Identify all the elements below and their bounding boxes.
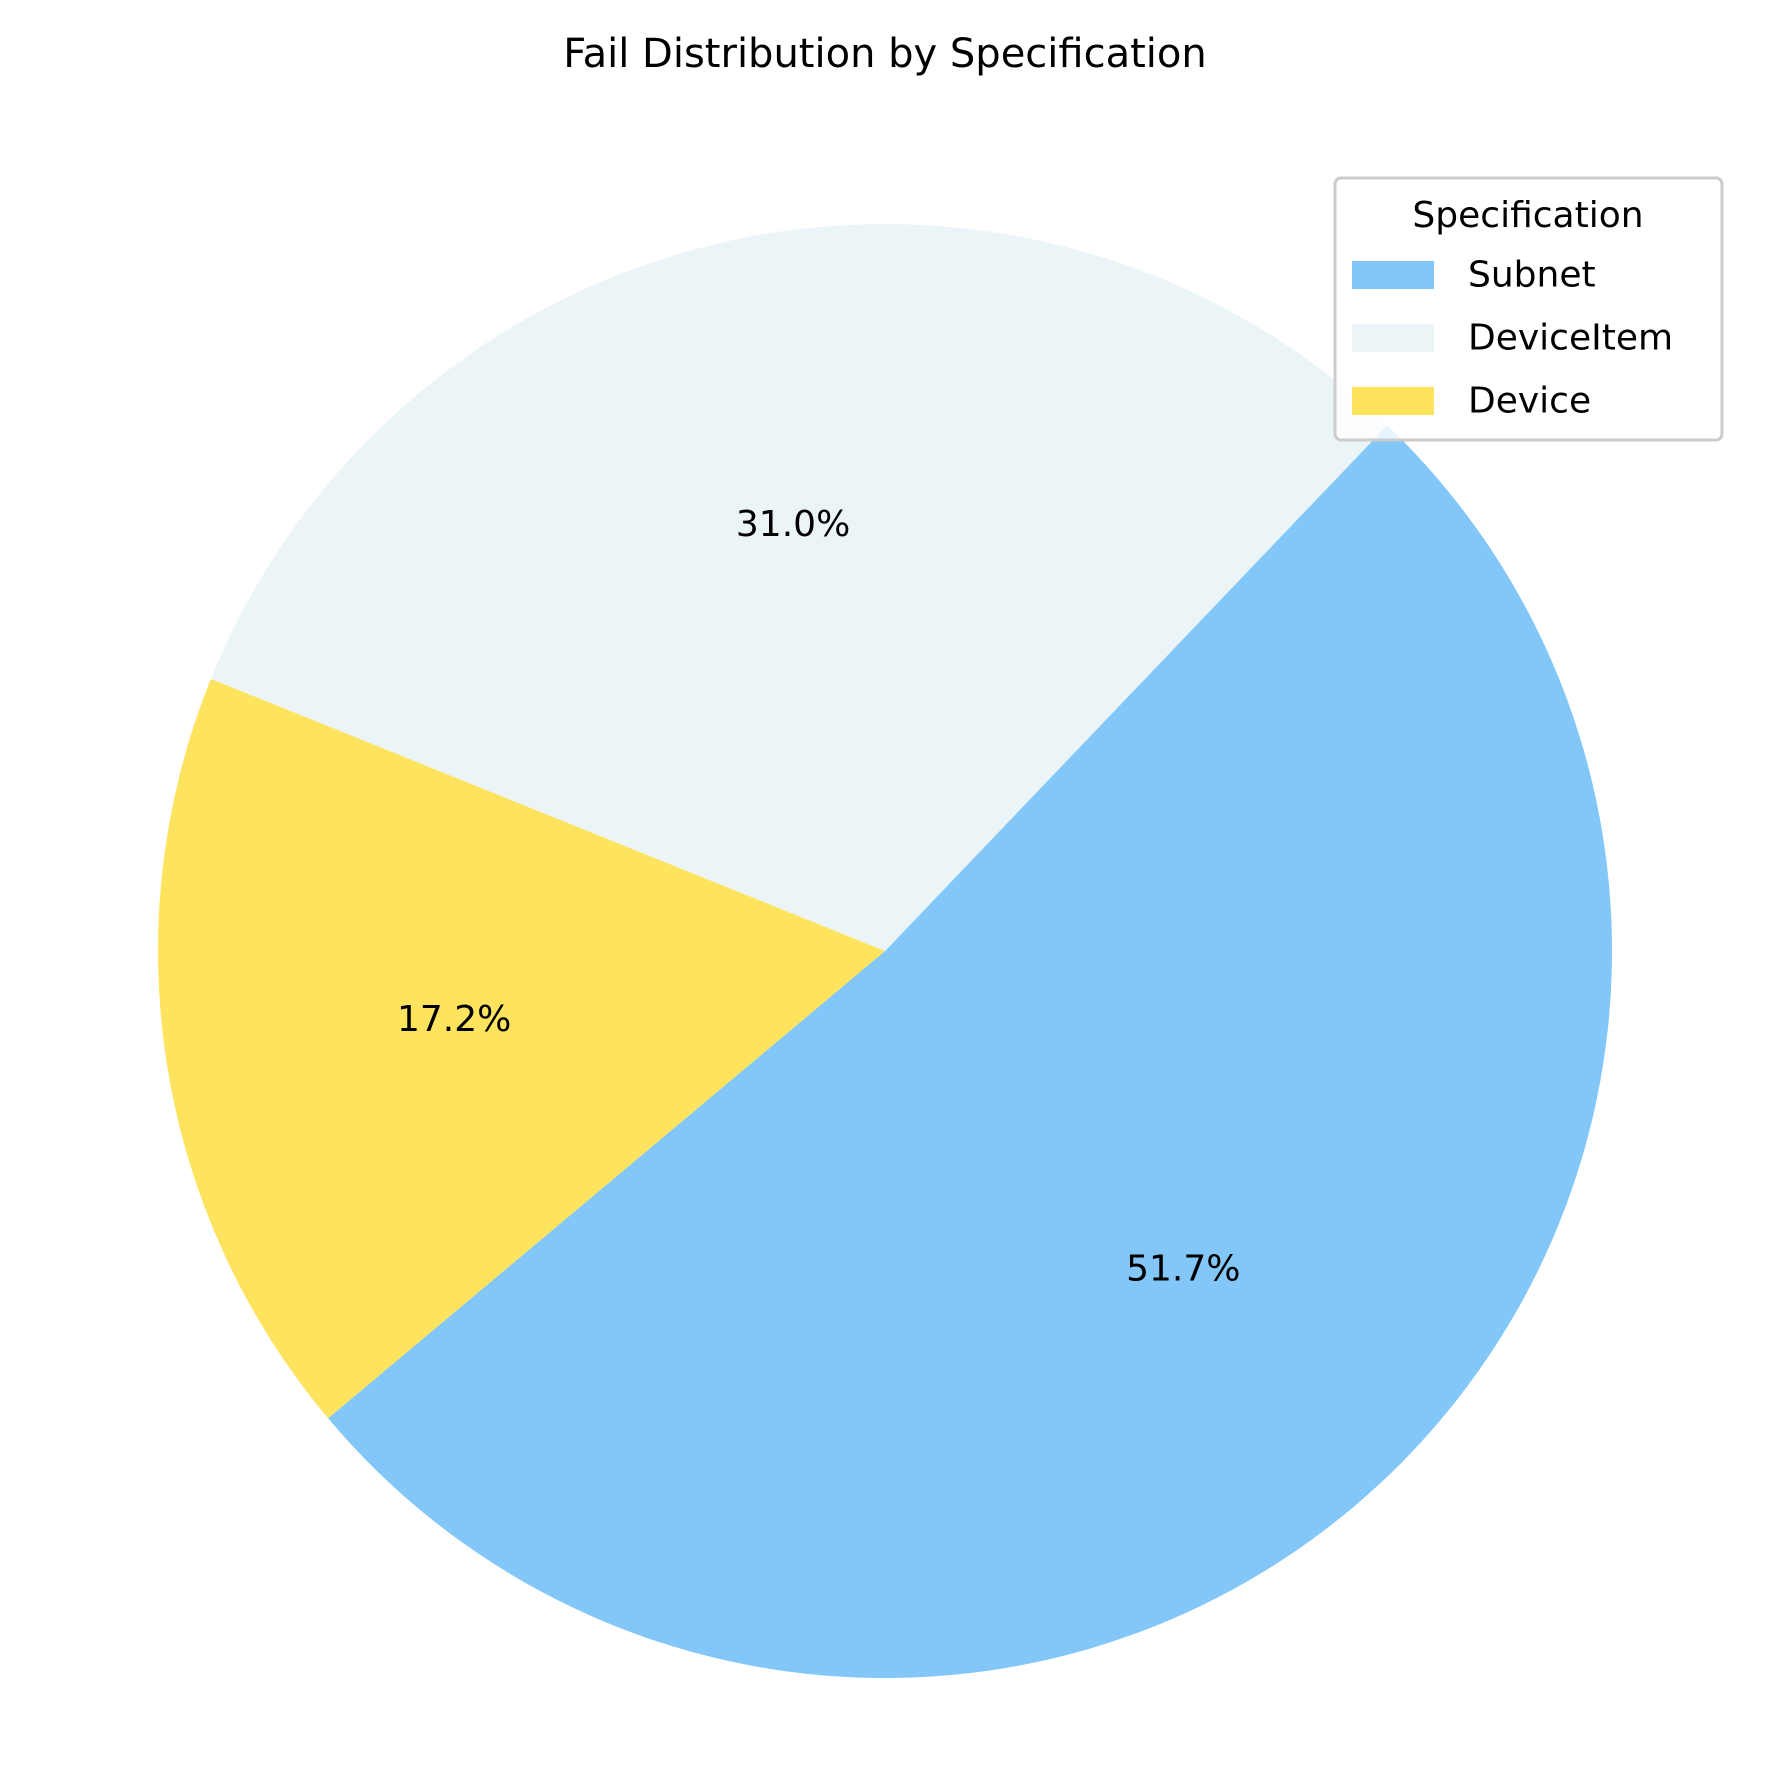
legend-swatch-device [1352,387,1434,415]
legend-entries: Subnet DeviceItem Device [1352,255,1673,422]
legend-swatch-deviceitem [1352,324,1434,352]
pie-slice-subnet [328,425,1613,1679]
legend-label-subnet: Subnet [1468,255,1596,296]
legend-title: Specification [1412,195,1643,236]
pie-slices [157,224,1613,1679]
pie-slice-labels: 51.7% 31.0% 17.2% [397,504,1240,1290]
legend-frame [1333,176,1724,442]
legend-label-deviceitem: DeviceItem [1468,318,1673,359]
pie-slice-label-device: 17.2% [397,999,511,1040]
pie-slice-deviceitem [210,224,1388,951]
pie-slice-label-subnet: 51.7% [1126,1249,1240,1290]
legend: Specification Subnet DeviceItem Device [1333,176,1724,442]
pie-slice-device [157,678,885,1419]
pie-slice-label-deviceitem: 31.0% [736,504,850,545]
legend-label-device: Device [1468,381,1591,422]
legend-swatch-subnet [1352,261,1434,289]
chart-title: Fail Distribution by Specification [563,31,1206,77]
